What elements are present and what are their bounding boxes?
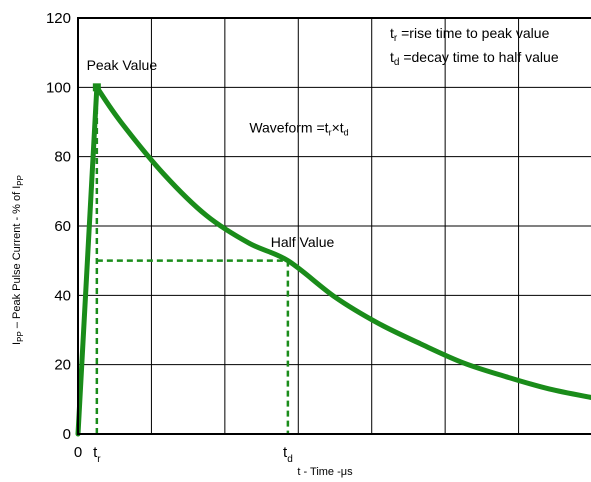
x-tick-label: td <box>283 444 293 465</box>
y-axis-title-main: I <box>11 342 23 345</box>
legend-symbol-rise-sub: r <box>394 33 398 44</box>
y-tick-label: 40 <box>54 287 71 304</box>
annotations: Peak Value Half Value Waveform =tr×td <box>87 57 349 250</box>
y-tick-label: 20 <box>54 357 71 374</box>
series-lines <box>75 83 591 437</box>
legend-symbol-decay: t <box>390 49 394 65</box>
legend: tr =rise time to peak value td =decay ti… <box>390 25 559 68</box>
series-line <box>75 84 591 437</box>
peak-marker <box>92 83 101 92</box>
x-axis-title: t - Time -μs <box>297 466 353 478</box>
y-tick-label: 100 <box>46 79 71 96</box>
x-tick-label-sub: d <box>287 454 293 465</box>
legend-symbol-rise: t <box>390 25 394 41</box>
legend-text-rise: =rise time to peak value <box>397 25 549 41</box>
legend-text-decay: =decay time to half value <box>399 49 558 65</box>
y-axis-title: IPP – Peak Pulse Current - % of IPP <box>11 175 25 345</box>
y-axis-title-sub2: PP <box>16 175 25 186</box>
y-axis-title-rest: – Peak Pulse Current - % of I <box>11 186 23 332</box>
grid-lines <box>78 18 591 434</box>
annotation: Peak Value <box>87 57 158 73</box>
y-axis-title-sub1: PP <box>16 331 25 342</box>
annotation-sub: r <box>329 127 332 137</box>
x-tick-label-main: 0 <box>74 444 82 461</box>
annotation: Waveform =tr×td <box>249 119 348 137</box>
x-tick-label: tr <box>93 444 101 465</box>
y-tick-label: 60 <box>54 218 71 235</box>
x-tick-label-main: t <box>93 444 98 461</box>
annotation-sub: d <box>344 127 349 137</box>
x-tick-label: 0 <box>74 444 82 461</box>
y-tick-label: 80 <box>54 149 71 166</box>
legend-symbol-decay-sub: d <box>394 57 400 68</box>
annotation: Half Value <box>271 234 335 250</box>
y-tick-label: 120 <box>46 10 71 27</box>
x-tick-label-sub: r <box>97 454 101 465</box>
annotation-part: Waveform =t <box>249 119 328 135</box>
annotation-part: ×t <box>332 119 344 135</box>
x-tick-label-main: t <box>283 444 288 461</box>
legend-entry-decay: td =decay time to half value <box>390 49 559 68</box>
y-tick-label: 0 <box>63 426 71 443</box>
legend-entry-rise: tr =rise time to peak value <box>390 25 550 44</box>
dashed-guide-lines <box>95 87 290 434</box>
plot-frame <box>77 17 591 435</box>
